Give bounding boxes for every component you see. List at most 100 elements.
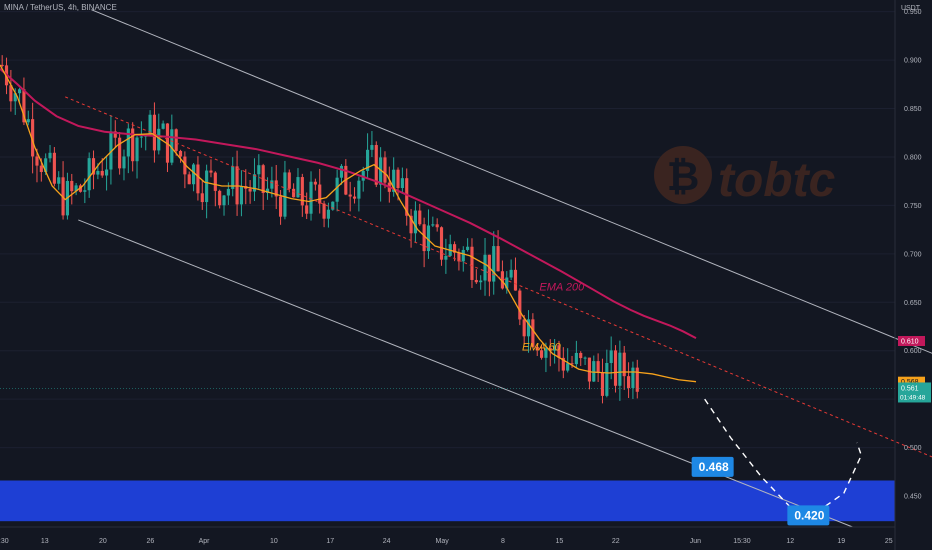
candle-body: [296, 177, 300, 198]
x-tick-label: Apr: [199, 538, 211, 545]
target-label-0420: 0.420: [787, 505, 830, 526]
candle-body: [252, 174, 257, 192]
candle-body: [231, 166, 235, 189]
price-axis-labels: 0.610 0.568 0.561 01:49:48: [898, 336, 931, 403]
target-label-0468: 0.468: [691, 456, 734, 477]
target-box: [691, 456, 734, 477]
ema200-line: [0, 68, 697, 339]
watermark-text: tobtc: [718, 154, 835, 207]
candle-body: [96, 170, 100, 175]
y-tick-label: 0.600: [904, 348, 922, 355]
x-tick-label: 24: [383, 538, 391, 545]
x-tick-label: May: [436, 538, 450, 545]
candle-body: [553, 345, 557, 351]
x-tick-label: 22: [612, 538, 620, 545]
candle-body: [470, 246, 474, 280]
x-tick-label: Jun: [690, 538, 701, 545]
candle-body: [57, 177, 61, 184]
candle-body: [44, 158, 48, 172]
candle-body: [348, 194, 352, 197]
candle-body: [435, 224, 439, 228]
candle-body: [505, 277, 509, 289]
candle-body: [509, 269, 513, 278]
target-box: [787, 505, 830, 526]
candle-body: [257, 165, 261, 175]
candle-body: [352, 196, 357, 199]
time-axis[interactable]: 9:30 13 20 26 Apr 10 17 24 May 8 15 22 Jun 15:30 12 19 2…: [0, 538, 893, 545]
candle-body: [409, 215, 413, 234]
candle-body: [522, 319, 526, 337]
candle-body: [87, 158, 91, 191]
candle-body: [474, 279, 478, 283]
candle-body: [213, 172, 217, 191]
projection-path: [704, 398, 863, 513]
ema60-label: EMA 60: [522, 342, 562, 354]
candle-body: [483, 254, 487, 281]
candle-body: [13, 93, 17, 102]
y-tick-label: 0.450: [904, 494, 922, 501]
y-tick-label: 0.650: [904, 300, 922, 307]
candle-body: [248, 188, 252, 192]
candle-body: [39, 165, 43, 172]
candle-body: [22, 89, 26, 123]
candle-body: [131, 128, 135, 162]
candle-body: [426, 225, 431, 252]
candle-body: [205, 170, 209, 203]
candle-body: [9, 85, 13, 102]
bitcoin-logo-glyph: ₿: [667, 155, 700, 199]
candle-body: [379, 157, 383, 185]
x-tick-label: 9:30: [0, 538, 9, 545]
candle-body: [596, 361, 600, 373]
candle-body: [500, 271, 504, 289]
x-tick-label: 10: [270, 538, 278, 545]
candle-body: [222, 195, 226, 206]
x-tick-label: 26: [146, 538, 154, 545]
candle-body: [183, 156, 187, 175]
x-tick-label: 15: [555, 538, 563, 545]
candle-body: [548, 348, 552, 351]
candle-body: [396, 169, 400, 188]
candle-body: [178, 150, 183, 157]
candle-body: [335, 177, 339, 202]
ema200-price-badge: [898, 336, 925, 346]
candle-body: [52, 152, 56, 184]
candle-body: [609, 350, 613, 363]
bar-countdown-text: 01:49:48: [900, 394, 926, 401]
candle-body: [105, 169, 109, 176]
candle-body: [239, 186, 243, 205]
candle-body: [383, 157, 387, 183]
candle-body: [218, 190, 222, 206]
x-tick-label: 25: [885, 538, 893, 545]
candle-body: [557, 345, 561, 358]
candle-body: [309, 181, 313, 214]
candle-body: [627, 376, 631, 388]
candle-body: [461, 249, 465, 262]
candle-body: [513, 269, 518, 291]
last-price-badge: [898, 382, 931, 403]
candle-body: [196, 164, 200, 194]
candle-body: [357, 180, 361, 199]
target-text: 0.420: [794, 508, 824, 522]
candle-body: [444, 255, 448, 260]
candle-body: [526, 319, 531, 337]
candle-body: [318, 184, 322, 204]
candle-body: [200, 193, 204, 203]
x-tick-label: 15:30: [733, 538, 751, 545]
candle-body: [592, 361, 596, 382]
candle-body: [339, 165, 344, 178]
bitcoin-logo-icon: [654, 146, 712, 204]
target-text: 0.468: [699, 460, 729, 474]
candle-body: [48, 152, 52, 159]
candle-body: [400, 178, 404, 188]
candle-body: [174, 129, 178, 151]
candle-body: [31, 119, 35, 157]
candle-body: [439, 227, 444, 260]
x-tick-label: 8: [501, 538, 505, 545]
candle-body: [170, 129, 174, 163]
candle-body: [270, 180, 274, 189]
currency-unit: USDT: [900, 5, 920, 12]
candle-body: [574, 352, 578, 365]
y-tick-label: 0.750: [904, 203, 922, 210]
